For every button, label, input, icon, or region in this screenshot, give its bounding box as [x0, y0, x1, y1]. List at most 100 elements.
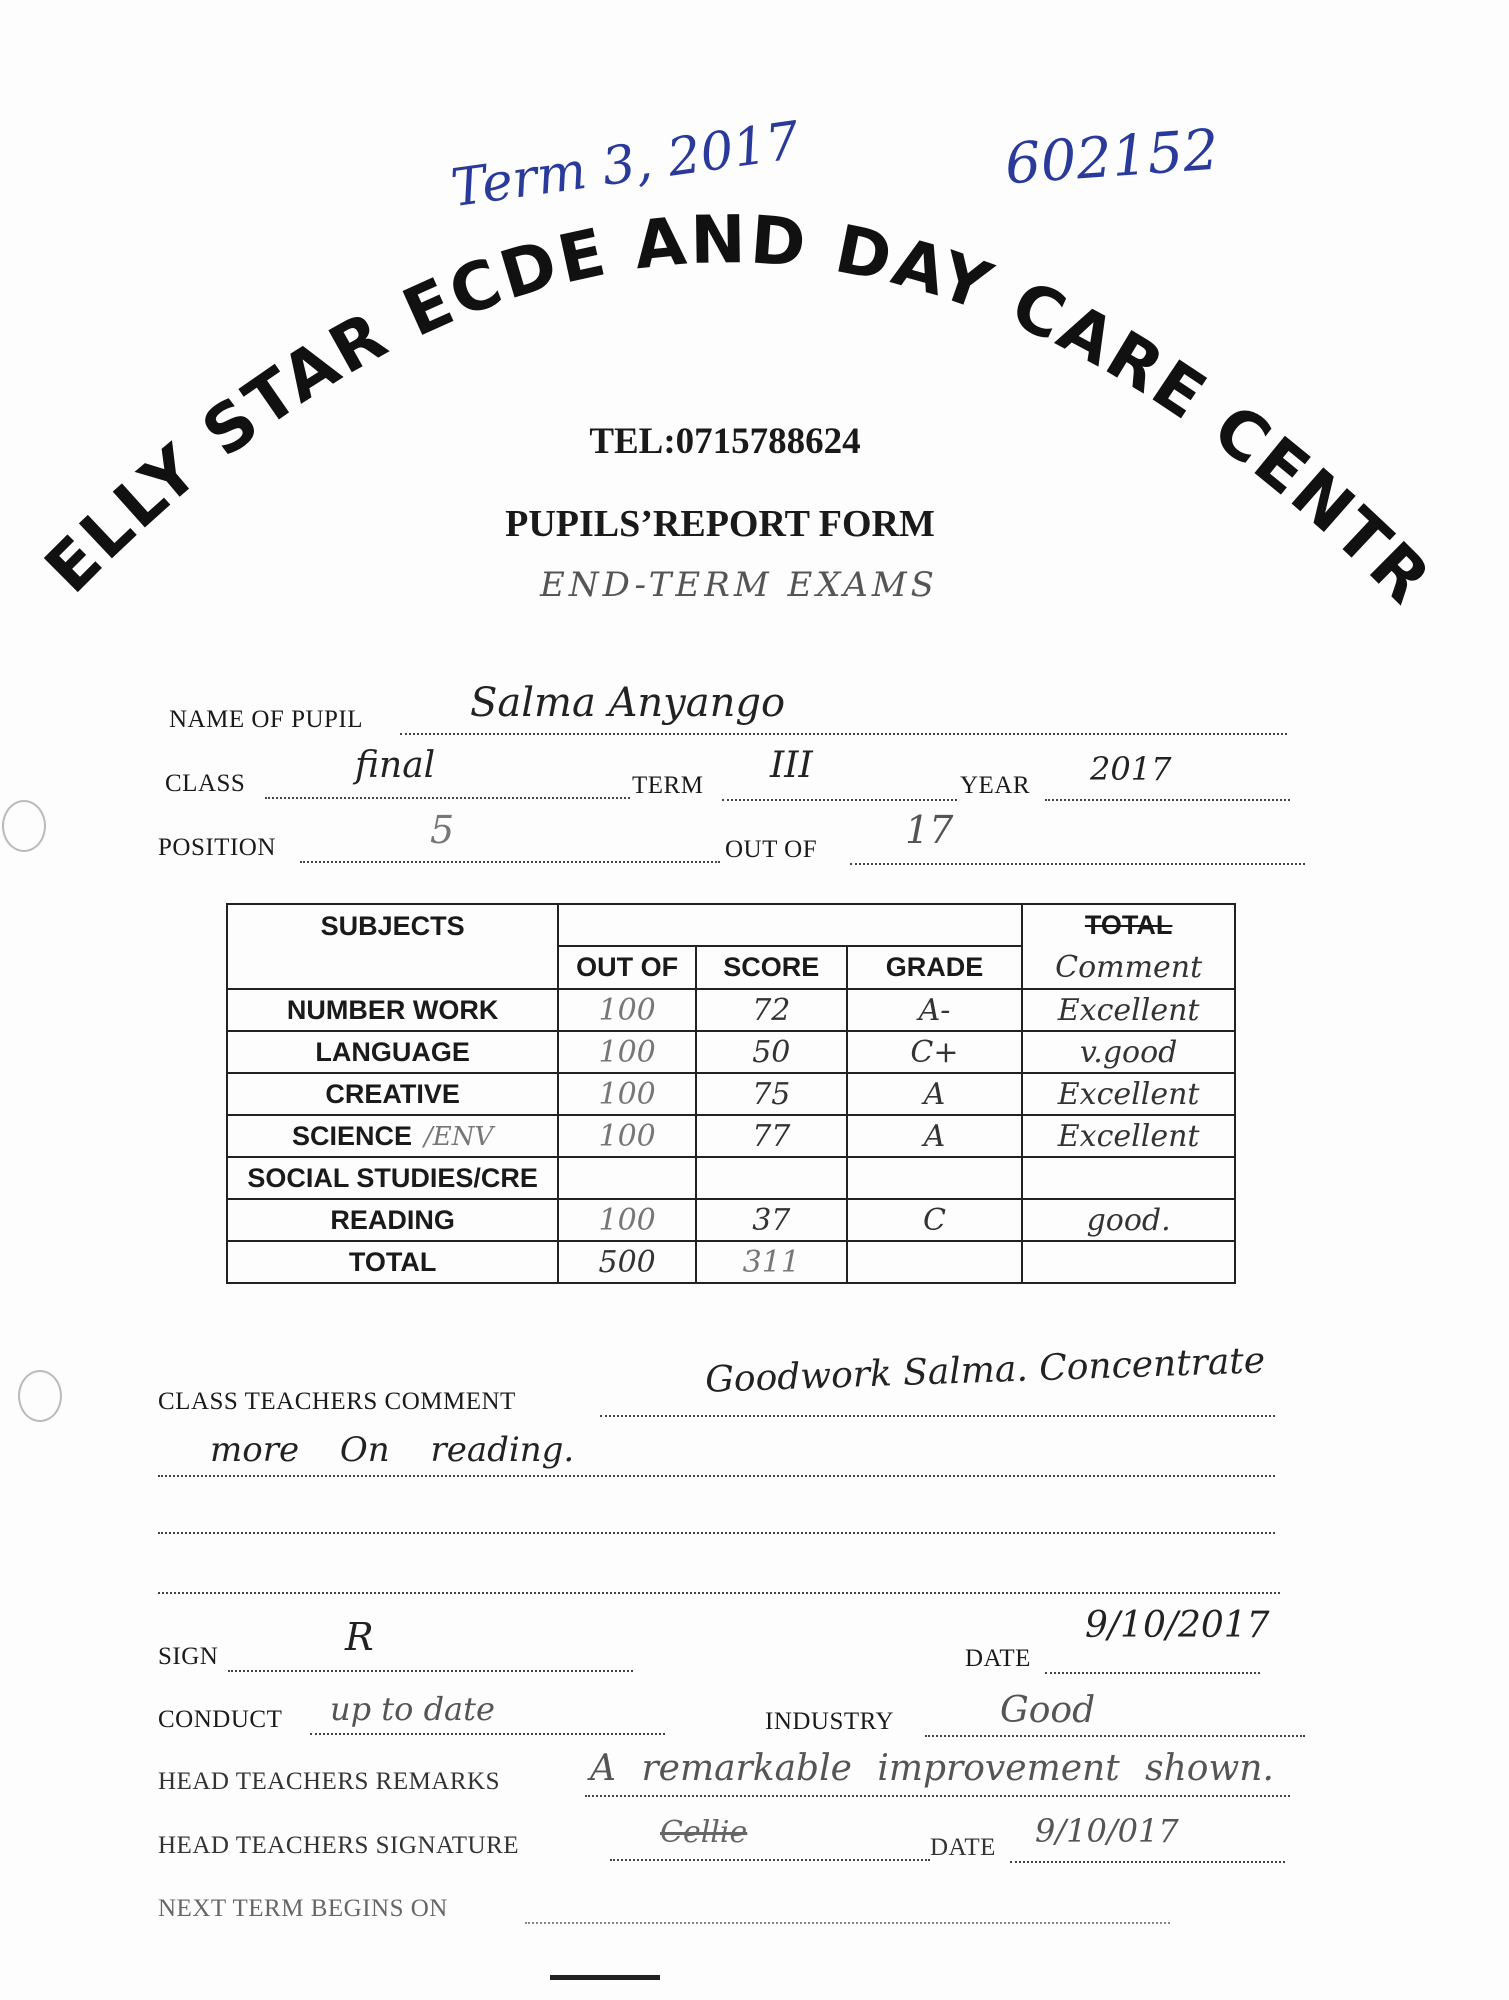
- cell-subject: CREATIVE: [225, 1072, 560, 1116]
- cell-out-of: [557, 1156, 697, 1200]
- punch-hole: [18, 1370, 62, 1422]
- cell-out-of: 100: [557, 1114, 697, 1158]
- total-score: 311: [694, 1240, 848, 1284]
- school-name-arc: CELLY STAR ECDE AND DAY CARE CENTRE: [0, 0, 1444, 620]
- cell-grade: C+: [845, 1030, 1024, 1074]
- year-label: YEAR: [960, 772, 1031, 799]
- subject-value: NUMBER WORK: [286, 994, 499, 1025]
- cell-comment: [1021, 1156, 1236, 1200]
- cell-subject: SOCIAL STUDIES/CRE: [225, 1156, 560, 1200]
- pupil-name[interactable]: Salma Anyango: [470, 680, 786, 726]
- class-teacher-comment-line2[interactable]: more On reading.: [210, 1430, 575, 1470]
- out-of-label: OUT OF: [725, 836, 818, 863]
- cell-grade: A: [845, 1072, 1024, 1116]
- scan-mark: [550, 1975, 660, 1980]
- head-remarks-value[interactable]: A remarkable improvement shown.: [590, 1748, 1274, 1789]
- cell-score: 77: [694, 1114, 848, 1158]
- comment-value: good.: [1086, 1202, 1171, 1238]
- cell-out-of: 100: [557, 1030, 697, 1074]
- cell-score: 75: [694, 1072, 848, 1116]
- date-label: DATE: [965, 1645, 1031, 1672]
- cell-grade: A-: [845, 988, 1024, 1032]
- telephone: TEL:0715788624: [589, 421, 861, 462]
- out-of-value: 100: [598, 1118, 656, 1154]
- grade-value: C: [922, 1202, 946, 1238]
- subject-value: SCIENCE: [292, 1120, 413, 1151]
- grade-value: A-: [918, 992, 951, 1028]
- cell-subject: LANGUAGE: [225, 1030, 560, 1074]
- head-signature-label: HEAD TEACHERS SIGNATURE: [158, 1832, 520, 1859]
- industry-value[interactable]: Good: [1000, 1690, 1096, 1731]
- cell-comment: good.: [1021, 1198, 1236, 1242]
- table-row: CREATIVE 100 75 A Excellent: [225, 1072, 1236, 1116]
- class-teacher-comment-label: CLASS TEACHERS COMMENT: [158, 1388, 516, 1415]
- out-of-value: 100: [598, 1076, 656, 1112]
- table-row: LANGUAGE 100 50 C+ v.good: [225, 1030, 1236, 1074]
- class-value[interactable]: final: [355, 745, 436, 786]
- subjects-header: SUBJECTS: [225, 903, 560, 990]
- position-label: POSITION: [158, 834, 276, 861]
- subject-value: CREATIVE: [325, 1078, 460, 1109]
- cell-score: 72: [694, 988, 848, 1032]
- form-title: PUPILS’REPORT FORM: [505, 503, 935, 545]
- total-out-of: 500: [557, 1240, 697, 1284]
- score-value: 72: [752, 992, 791, 1028]
- score-value: 75: [752, 1076, 791, 1112]
- results-table: SUBJECTS TOTAL OUT OF SCORE GRADE Commen…: [225, 903, 1236, 1284]
- cell-comment: v.good: [1021, 1030, 1236, 1074]
- position-value[interactable]: 5: [430, 808, 455, 852]
- head-date-label: DATE: [930, 1834, 996, 1861]
- name-label: NAME OF PUPIL: [169, 706, 364, 733]
- cell-comment: Excellent: [1021, 988, 1236, 1032]
- grade-value: A: [923, 1118, 946, 1154]
- sign-label: SIGN: [158, 1643, 219, 1670]
- subject-value: LANGUAGE: [315, 1036, 470, 1067]
- head-date[interactable]: 9/10/017: [1035, 1812, 1179, 1850]
- total-label: TOTAL: [225, 1240, 560, 1284]
- out-of-value: 100: [598, 1034, 656, 1070]
- exam-note: END-TERM EXAMS: [540, 565, 938, 605]
- cell-grade: [845, 1156, 1024, 1200]
- term-value[interactable]: III: [770, 745, 813, 786]
- cell-grade: C: [845, 1198, 1024, 1242]
- term-label: TERM: [632, 772, 704, 799]
- punch-hole: [2, 800, 46, 852]
- out-of-value[interactable]: 17: [905, 808, 954, 852]
- grade-value: C+: [910, 1034, 959, 1070]
- comment-value: Excellent: [1057, 992, 1200, 1028]
- comment-header: Comment: [1021, 946, 1236, 990]
- class-teacher-signature[interactable]: R: [345, 1615, 374, 1659]
- conduct-value[interactable]: up to date: [330, 1690, 495, 1728]
- total-header: TOTAL: [1021, 903, 1236, 946]
- cell-grade: A: [845, 1114, 1024, 1158]
- out-of-value: 100: [598, 1202, 656, 1238]
- subject-value: READING: [330, 1204, 455, 1235]
- table-row: SCIENCE/ENV 100 77 A Excellent: [225, 1114, 1236, 1158]
- cell-out-of: 100: [557, 1072, 697, 1116]
- comment-value: Excellent: [1057, 1118, 1200, 1154]
- head-remarks-label: HEAD TEACHERS REMARKS: [158, 1768, 501, 1795]
- class-label: CLASS: [165, 770, 246, 797]
- conduct-label: CONDUCT: [158, 1706, 283, 1733]
- subject-note: /ENV: [424, 1121, 494, 1152]
- class-teacher-comment-line1[interactable]: Goodwork Salma. Concentrate: [704, 1340, 1266, 1401]
- score-value: 50: [752, 1034, 791, 1070]
- cell-subject: READING: [225, 1198, 560, 1242]
- head-signature[interactable]: Cellie: [660, 1815, 748, 1850]
- grade-header: GRADE: [845, 945, 1024, 990]
- year-value[interactable]: 2017: [1090, 750, 1172, 788]
- industry-label: INDUSTRY: [765, 1708, 895, 1735]
- comment-value: Excellent: [1057, 1076, 1200, 1112]
- cell-comment: Excellent: [1021, 1072, 1236, 1116]
- grade-value: A: [923, 1076, 946, 1112]
- comment-value: v.good: [1079, 1034, 1178, 1070]
- cell-score: [694, 1156, 848, 1200]
- cell-comment: Excellent: [1021, 1114, 1236, 1158]
- table-row: SOCIAL STUDIES/CRE: [225, 1156, 1236, 1200]
- class-teacher-date[interactable]: 9/10/2017: [1085, 1605, 1270, 1646]
- cell-out-of: 100: [557, 1198, 697, 1242]
- next-term-label: NEXT TERM BEGINS ON: [158, 1895, 448, 1922]
- cell-subject: SCIENCE/ENV: [225, 1114, 560, 1158]
- score-value: 37: [752, 1202, 791, 1238]
